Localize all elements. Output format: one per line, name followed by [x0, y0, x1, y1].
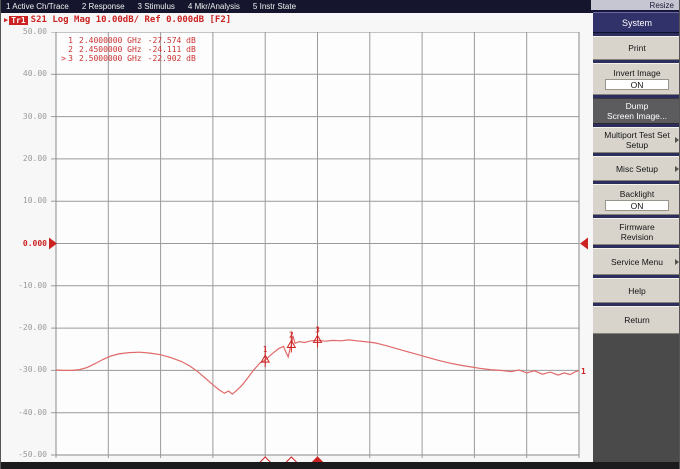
- softkey-label: Service Menu: [611, 256, 663, 267]
- marker-3-num: 3: [68, 54, 73, 63]
- trace-s21: [55, 335, 580, 395]
- softkey-help[interactable]: Help: [593, 278, 679, 303]
- softkey-separator: [593, 245, 679, 248]
- softkey-label: Backlight: [619, 188, 655, 199]
- menu-item-1-active-ch-trace[interactable]: 1 Active Ch/Trace: [6, 2, 69, 11]
- marker-row-2: 2 2.4500000 GHz -24.111 dB: [59, 45, 196, 54]
- softkey-label: Setup: [625, 140, 649, 150]
- resize-label: Resize: [649, 0, 674, 10]
- softkey-print[interactable]: Print: [593, 36, 679, 60]
- marker-1-value: -27.574 dB: [147, 36, 196, 45]
- softkey-separator: [593, 153, 679, 156]
- softkey-firmware-revision[interactable]: Firmware Revision: [593, 218, 679, 245]
- y-axis-label: -30.00: [18, 365, 47, 375]
- softkey-label: Dump: [625, 101, 649, 111]
- marker-3-icon: [312, 334, 323, 343]
- ref-level-left-icon: [49, 237, 57, 250]
- marker-2-number: 2: [289, 330, 294, 339]
- y-axis-label: 30.00: [22, 111, 47, 121]
- marker-3-value: -22.902 dB: [147, 54, 196, 63]
- softkey-label: Multiport Test Set: [604, 130, 670, 140]
- marker-1-freq: 2.4000000 GHz: [79, 36, 142, 45]
- marker-3-number: 3: [315, 325, 320, 334]
- softkey-service-menu[interactable]: Service Menu: [593, 248, 679, 275]
- softkey-backlight[interactable]: Backlight ON: [593, 184, 679, 215]
- y-axis-ref-label: 0.000: [22, 238, 47, 248]
- y-axis-label: 50.00: [22, 27, 47, 36]
- menu-item-4-mkr-analysis[interactable]: 4 Mkr/Analysis: [187, 2, 240, 11]
- softkey-sidebar: System Print Invert Image ON Dump Screen Ima…: [593, 12, 679, 469]
- y-axis-label: -20.00: [18, 323, 47, 333]
- y-axis-label: -50.00: [18, 450, 47, 459]
- menubar: 1 Active Ch/Trace 2 Response 3 Stimulus 4 M…: [1, 0, 593, 13]
- menu-item-3-stimulus[interactable]: 3 Stimulus: [137, 2, 175, 11]
- active-trace-arrow-icon: ▶: [4, 16, 9, 24]
- marker-row-1: 1 2.4000000 GHz -27.574 dB: [59, 36, 196, 45]
- menu-item-5-instr-state[interactable]: 5 Instr State: [252, 2, 297, 11]
- bottom-status-bar: [1, 462, 679, 469]
- softkey-state-indicator: ON: [605, 79, 669, 90]
- softkey-label: Print: [628, 43, 646, 53]
- ref-level-right-icon: [580, 237, 588, 250]
- softkey-label: Help: [628, 285, 646, 296]
- softkey-label: Revision: [620, 231, 654, 242]
- y-axis-label: -10.00: [18, 280, 47, 290]
- softkey-label: Misc Setup: [615, 163, 659, 174]
- softkey-menu-title: System: [593, 12, 679, 33]
- softkey-label: Screen Image...: [606, 111, 667, 121]
- softkey-label: Firmware: [619, 221, 655, 232]
- submenu-arrow-icon: [675, 165, 679, 172]
- softkey-separator: [593, 215, 679, 218]
- trace-number-label: 1: [581, 367, 586, 376]
- marker-row-3: >3 2.5000000 GHz -22.902 dB: [59, 54, 196, 63]
- y-axis-label: 40.00: [22, 69, 47, 79]
- trace-badge: Tr1: [9, 15, 28, 25]
- submenu-arrow-icon: [675, 137, 679, 143]
- softkey-separator: [593, 275, 679, 278]
- marker-3-freq: 2.5000000 GHz: [79, 54, 142, 63]
- marker-2-value: -24.111 dB: [147, 45, 196, 54]
- softkey-separator: [593, 60, 679, 63]
- marker-readout-table: 1 2.4000000 GHz -27.574 dB 2 2.4500000 GHz -2…: [59, 36, 196, 63]
- marker-1-num: 1: [68, 36, 73, 45]
- submenu-arrow-icon: [675, 258, 679, 265]
- softkey-separator: [593, 95, 679, 98]
- softkey-dump-screen-image-[interactable]: Dump Screen Image...: [593, 98, 679, 124]
- marker-2-icon: [286, 339, 297, 348]
- y-axis-label: 10.00: [22, 196, 47, 206]
- marker-2-sel: [59, 45, 66, 54]
- softkey-label: Invert Image: [613, 68, 661, 78]
- softkey-state-indicator: ON: [605, 199, 669, 211]
- trace-settings-text: S21 Log Mag 10.00dB/ Ref 0.000dB [F2]: [30, 15, 232, 25]
- y-axis-label: 20.00: [22, 153, 47, 163]
- softkey-return[interactable]: Return: [593, 306, 679, 334]
- resize-control[interactable]: Resize: [591, 0, 679, 12]
- softkey-misc-setup[interactable]: Misc Setup: [593, 156, 679, 181]
- softkey-separator: [593, 124, 679, 127]
- softkey-multiport-test-set-setup[interactable]: Multiport Test Set Setup: [593, 127, 679, 153]
- marker-3-sel: >: [61, 54, 66, 63]
- y-axis-label: -40.00: [18, 407, 47, 417]
- marker-2-num: 2: [68, 45, 73, 54]
- marker-2-freq: 2.4500000 GHz: [79, 45, 142, 54]
- marker-1-sel: [59, 36, 66, 45]
- softkey-invert-image[interactable]: Invert Image ON: [593, 63, 679, 95]
- softkey-separator: [593, 33, 679, 36]
- softkey-separator: [593, 181, 679, 184]
- softkey-separator: [593, 303, 679, 306]
- menu-item-2-response[interactable]: 2 Response: [81, 2, 125, 11]
- marker-1-number: 1: [263, 345, 268, 354]
- softkey-label: Return: [624, 315, 650, 325]
- marker-1-icon: [260, 354, 271, 363]
- trace-info-bar[interactable]: ▶ Tr1 S21 Log Mag 10.00dB/ Ref 0.000dB […: [4, 14, 231, 26]
